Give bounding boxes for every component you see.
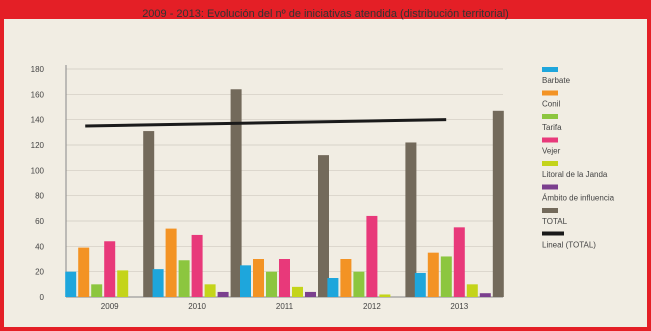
x-tick-label: 2012 [363,302,381,311]
legend-swatch-lineal-total [542,231,564,236]
legend-label: Tarifa [542,123,562,132]
legend-label: Litoral de la Janda [542,170,608,179]
y-tick-label: 100 [31,166,45,175]
legend-label: Vejer [542,147,561,156]
bar-vejer-2013 [453,227,465,297]
y-tick-label: 80 [35,192,44,201]
y-tick-label: 140 [31,116,45,125]
bar-tarifa-2011 [266,271,277,297]
bar-total-2010 [230,89,242,298]
legend-swatch--mbito-de-influencia [542,184,558,190]
y-tick-label: 40 [35,242,44,251]
x-tick-label: 2009 [101,302,119,311]
legend-label: Conil [542,100,560,109]
chart-title: 2009 - 2013: Evolución del nº de iniciat… [142,8,509,20]
bar-vejer-2010 [191,234,203,297]
bar-barbate-2010 [152,269,164,297]
bar-tarifa-2010 [178,260,190,297]
bar-litoral-de-la-janda-2011 [292,286,303,297]
bar-total-2012 [405,142,417,297]
trendline-lineal-total [85,118,447,128]
bar-vejer-2011 [279,259,290,297]
bar-conil-2012 [340,259,352,297]
x-tick-label: 2013 [450,302,468,311]
bar--mbito-de-influencia-2011 [305,291,316,297]
bar-barbate-2009 [65,271,77,297]
bar--mbito-de-influencia-2010 [217,291,229,297]
bar--mbito-de-influencia-2013 [479,293,491,297]
legend-swatch-conil [542,90,558,96]
y-tick-label: 160 [31,90,45,99]
bar-tarifa-2013 [440,256,452,297]
legend-swatch-litoral-de-la-janda [542,161,558,166]
bar-barbate-2012 [327,278,339,297]
legend-swatch-tarifa [542,114,558,119]
legend-swatch-vejer [542,137,558,143]
bar-tarifa-2012 [353,271,365,297]
bar-total-2013 [492,110,504,297]
x-tick-label: 2011 [276,302,294,311]
bar-conil-2011 [253,259,264,297]
legend-label: Barbate [542,76,571,85]
bar-tarifa-2009 [91,284,103,297]
bar-conil-2010 [165,228,177,297]
bar-barbate-2013 [414,272,426,297]
legend-label: Lineal (TOTAL) [542,241,596,250]
bar-barbate-2011 [240,265,251,297]
bar-vejer-2012 [366,215,378,297]
bar-litoral-de-la-janda-2012 [379,294,391,297]
bar-total-2009 [143,131,155,297]
bar-conil-2009 [78,247,90,297]
legend-label: TOTAL [542,217,568,226]
y-tick-label: 0 [40,293,45,302]
legend-swatch-total [542,208,558,213]
legend-label: Ámbito de influencia [542,194,615,203]
y-tick-label: 180 [31,65,45,74]
bar-vejer-2009 [104,241,116,297]
y-tick-label: 120 [31,141,45,150]
x-tick-label: 2010 [188,302,206,311]
bar-litoral-de-la-janda-2010 [204,284,216,297]
bar-litoral-de-la-janda-2009 [117,270,129,297]
bar-litoral-de-la-janda-2013 [466,284,478,297]
bar-conil-2013 [427,252,439,297]
y-tick-label: 20 [35,268,44,277]
y-tick-label: 60 [35,217,44,226]
legend-swatch-barbate [542,67,558,72]
bar-total-2011 [318,155,329,297]
